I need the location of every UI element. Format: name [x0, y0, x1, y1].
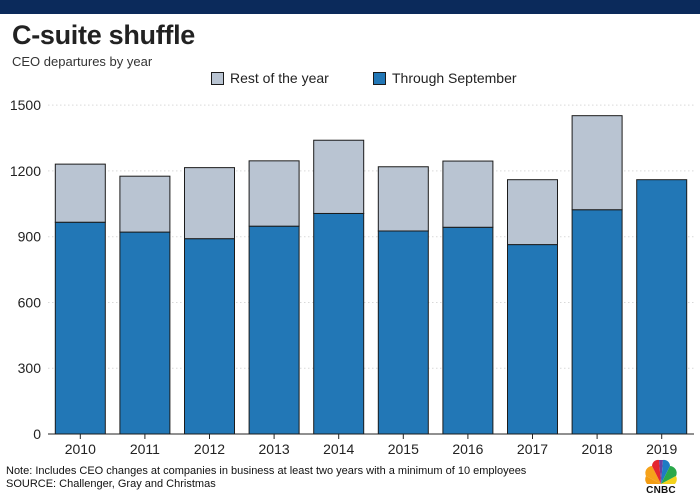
x-tick-label: 2010 [65, 441, 96, 457]
bar-rest-of-year [313, 139, 365, 214]
bar-rest-of-year [184, 167, 235, 240]
bar-through-september [313, 212, 365, 435]
source-text: SOURCE: Challenger, Gray and Christmas [6, 478, 216, 490]
legend-item-rest: Rest of the year [211, 70, 329, 86]
bar-rest-of-year [507, 179, 558, 246]
x-tick-label: 2015 [388, 441, 419, 457]
bar-rest-of-year [54, 163, 106, 223]
note-text: Note: Includes CEO changes at companies … [6, 465, 527, 477]
x-tick-label: 2018 [582, 441, 613, 457]
x-tick-label: 2013 [259, 441, 290, 457]
bar-rest-of-year [571, 115, 623, 211]
bar-through-september [248, 225, 300, 435]
x-tick-label: 2017 [517, 441, 548, 457]
bar-rest-of-year [248, 160, 300, 227]
bar-through-september [442, 226, 494, 435]
x-tick-label: 2011 [130, 441, 160, 457]
legend-item-through-september: Through September [373, 70, 517, 86]
x-tick-label: 2019 [646, 441, 677, 457]
y-tick-label: 1200 [10, 163, 41, 179]
logo-text: CNBC [646, 485, 676, 496]
y-tick-label: 0 [33, 426, 41, 442]
bar-through-september [377, 230, 429, 435]
y-tick-label: 300 [18, 360, 42, 376]
top-bar [0, 0, 700, 14]
bar-through-september [571, 209, 623, 435]
legend-swatch-through-september [373, 71, 386, 85]
bar-through-september [507, 244, 558, 435]
cnbc-logo: CNBC [636, 458, 686, 496]
bar-rest-of-year [377, 166, 429, 232]
bar-rest-of-year [119, 175, 171, 233]
footnote: Note: Includes CEO changes at companies … [6, 465, 526, 491]
x-tick-label: 2016 [452, 441, 483, 457]
x-tick-label: 2014 [323, 441, 354, 457]
peacock-icon [645, 459, 677, 484]
bar-through-september [54, 221, 106, 435]
x-tick-label: 2012 [194, 441, 225, 457]
legend-label-through-september: Through September [392, 70, 517, 86]
y-tick-label: 900 [18, 229, 42, 245]
legend-swatch-rest [211, 71, 224, 85]
y-tick-label: 600 [18, 294, 42, 310]
chart-subtitle: CEO departures by year [12, 54, 153, 69]
bar-through-september [636, 179, 688, 435]
legend-label-rest: Rest of the year [230, 70, 329, 86]
bar-through-september [119, 231, 171, 435]
y-tick-label: 1500 [10, 97, 41, 113]
bar-rest-of-year [442, 160, 494, 228]
bar-through-september [184, 238, 235, 435]
chart-title: C-suite shuffle [12, 20, 196, 50]
